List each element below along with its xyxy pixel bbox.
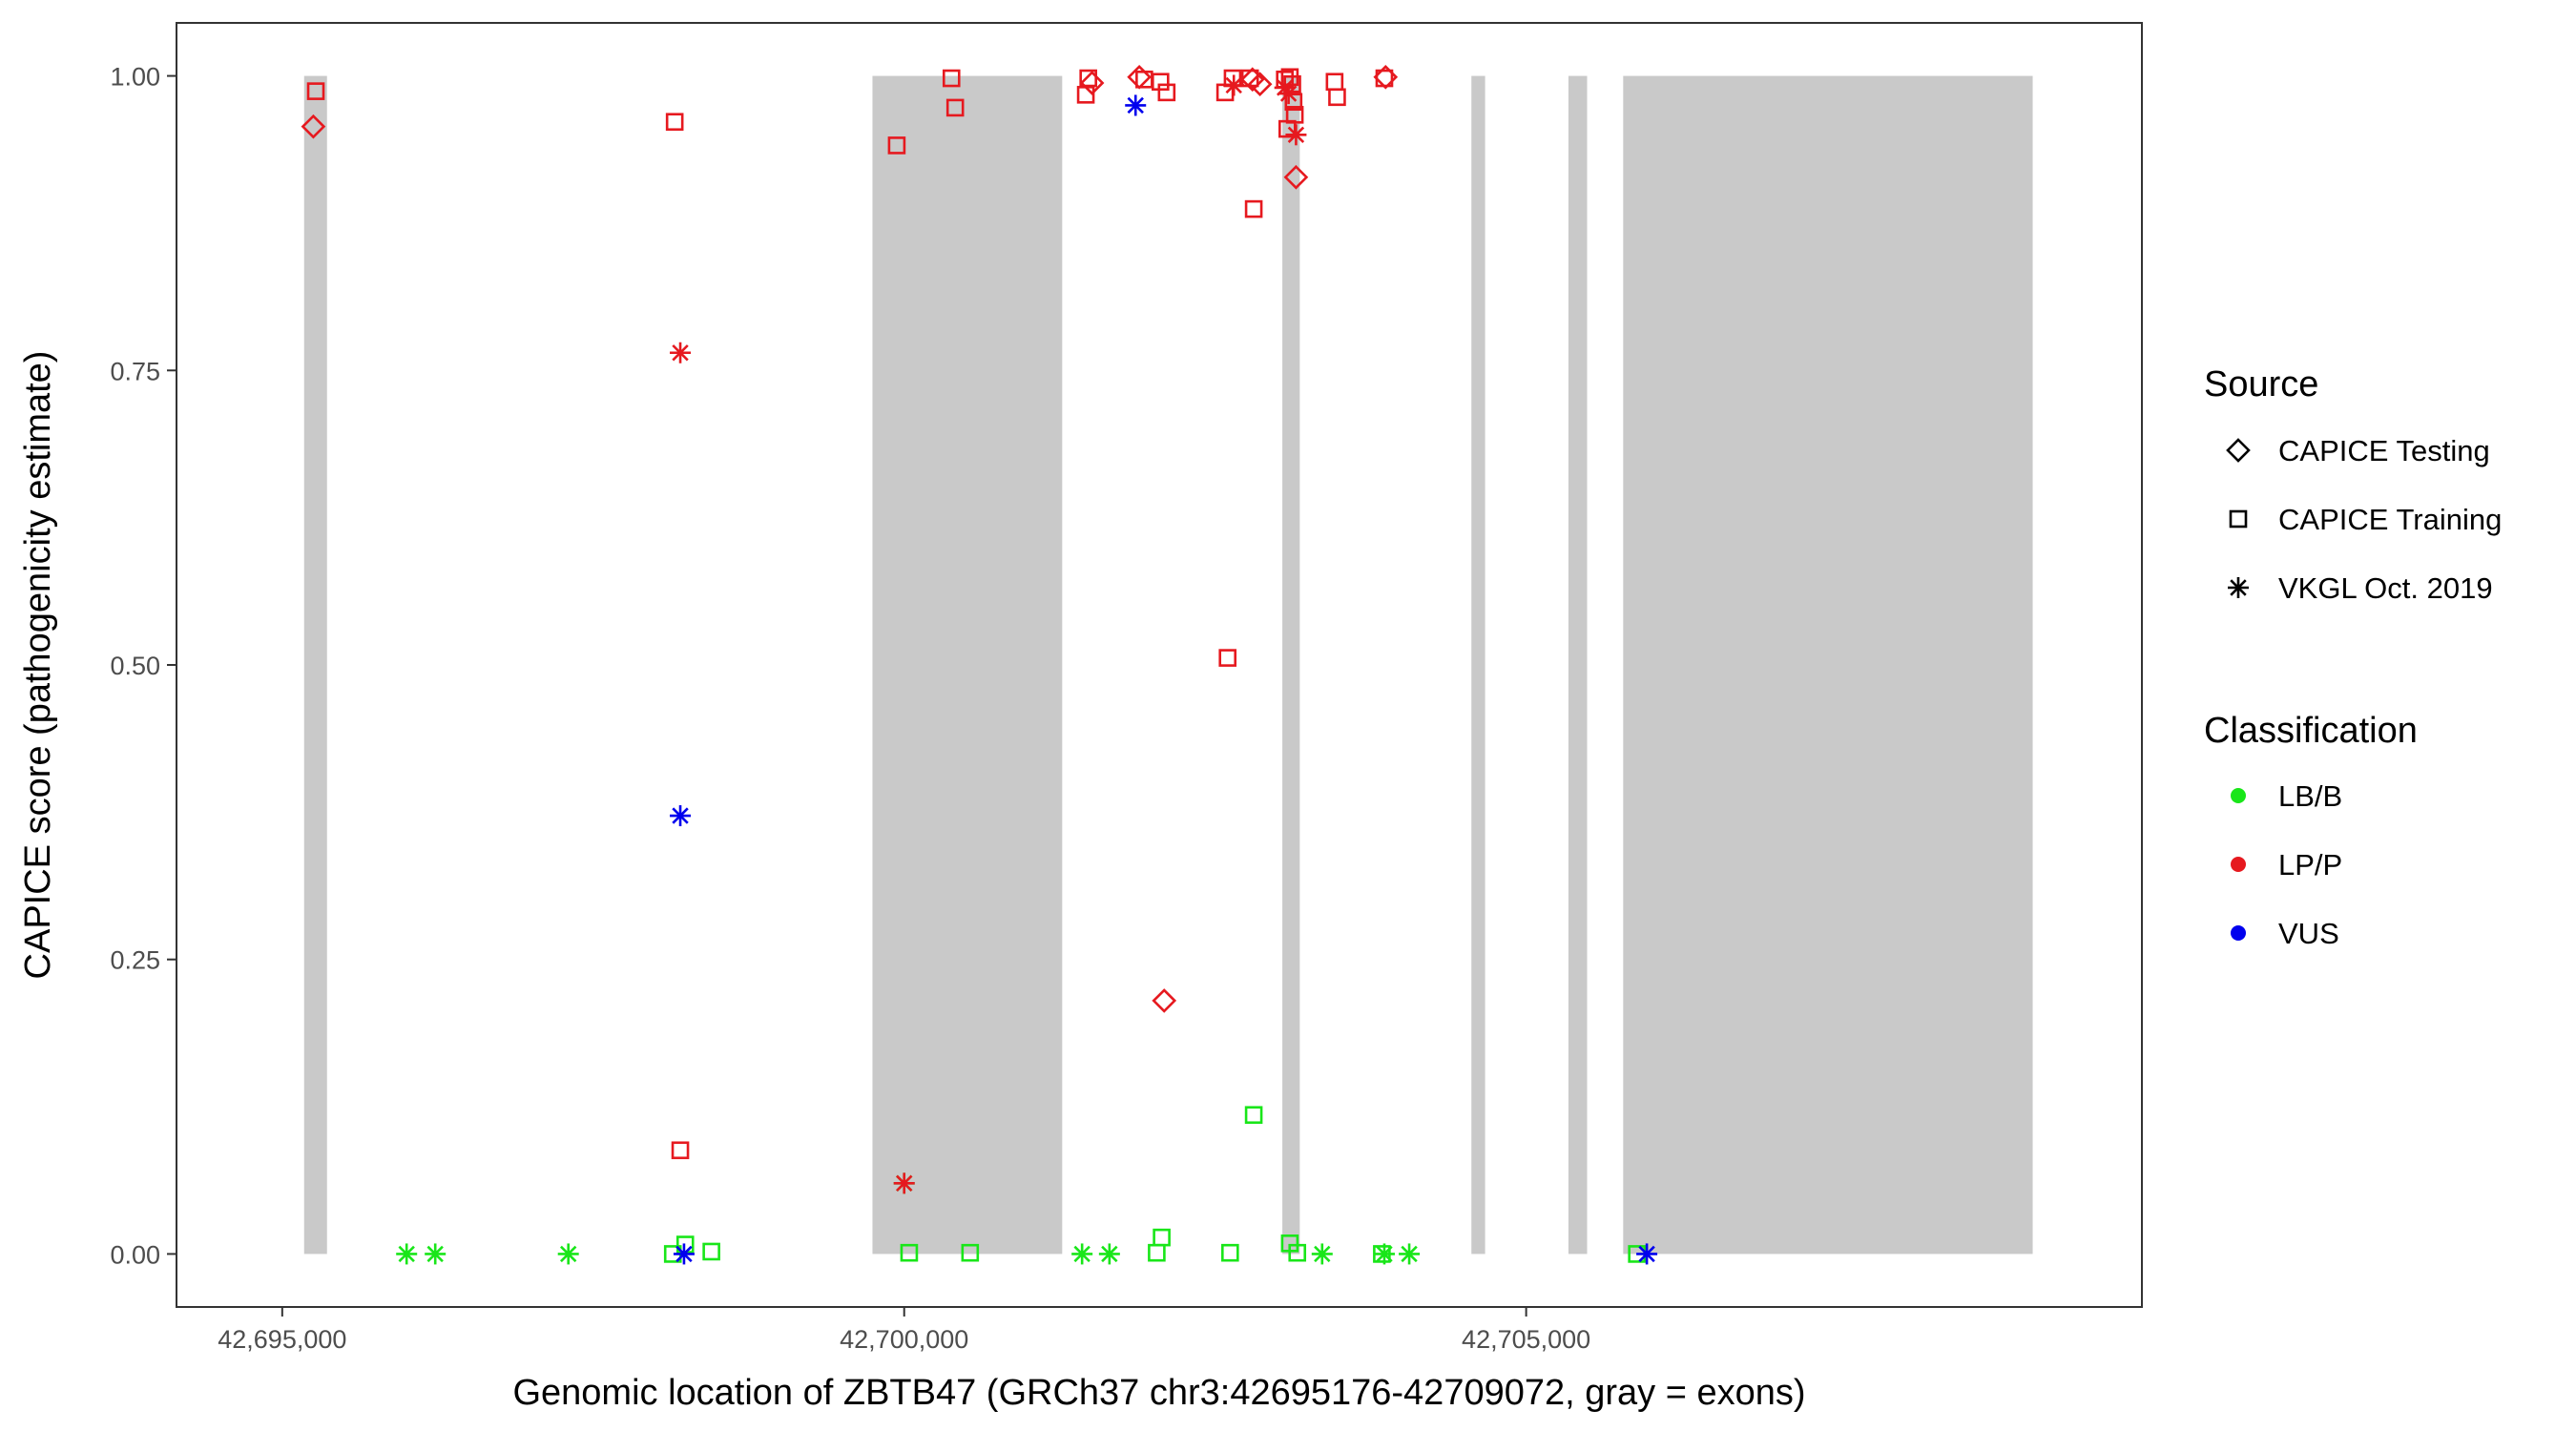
data-point-52 — [1285, 124, 1307, 146]
data-point-50 — [1284, 93, 1303, 112]
data-point-58 — [1328, 88, 1346, 107]
x-tick-label-1: 42,695,000 — [218, 1325, 346, 1354]
exon-band-4 — [1471, 75, 1485, 1255]
legend-label: VUS — [2278, 917, 2339, 950]
data-point-22 — [1079, 71, 1105, 95]
data-point-42 — [1244, 1106, 1263, 1125]
data-point-1 — [306, 82, 325, 100]
data-point-38 — [1239, 67, 1265, 93]
legend-key-square — [2229, 509, 2248, 529]
y-axis: 0.00 0.25 0.50 0.75 1.00 — [110, 63, 177, 1269]
x-axis: 42,695,000 42,700,000 42,705,000 — [218, 1307, 1590, 1354]
data-point-19 — [945, 98, 965, 117]
data-point-39 — [1247, 72, 1273, 97]
legend-label: LB/B — [2278, 779, 2342, 813]
data-point-17 — [900, 1243, 919, 1262]
data-point-56 — [1311, 1243, 1333, 1265]
data-point-40 — [1244, 199, 1263, 218]
legend-key-dot — [2231, 857, 2246, 872]
x-tick-label-3: 42,705,000 — [1462, 1325, 1590, 1354]
y-tick-label-4: 0.75 — [110, 357, 160, 385]
y-tick-label-1: 0.00 — [110, 1240, 160, 1269]
data-point-31 — [1152, 988, 1177, 1013]
data-point-60 — [1373, 64, 1399, 90]
data-point-6 — [665, 113, 684, 132]
data-point-13 — [702, 1242, 720, 1261]
exon-band-3 — [1282, 75, 1300, 1255]
exons-layer — [303, 75, 2033, 1255]
data-point-8 — [670, 805, 692, 827]
data-point-18 — [942, 69, 961, 88]
y-tick-label-5: 1.00 — [110, 63, 160, 92]
y-tick-label-3: 0.50 — [110, 652, 160, 680]
data-point-25 — [1098, 1243, 1120, 1265]
data-point-41 — [1218, 649, 1237, 667]
data-point-2 — [301, 114, 326, 139]
exon-band-2 — [872, 75, 1063, 1255]
legend-label: LP/P — [2278, 848, 2342, 881]
y-axis-title: CAPICE score (pathogenicity estimate) — [18, 351, 58, 980]
data-point-4 — [425, 1243, 447, 1265]
data-point-20 — [961, 1243, 980, 1262]
legend-label: VKGL Oct. 2019 — [2278, 571, 2493, 605]
data-point-29 — [1152, 73, 1170, 92]
legend-key-asterisk — [2228, 577, 2249, 598]
exon-band-5 — [1568, 75, 1588, 1255]
data-point-43 — [1221, 1243, 1239, 1262]
data-point-55 — [1288, 1243, 1307, 1262]
legend-classification: Classification LB/B LP/P VUS — [2204, 711, 2418, 950]
data-point-24 — [1071, 1243, 1093, 1265]
data-point-36 — [1223, 74, 1245, 96]
exon-band-1 — [303, 75, 327, 1255]
data-point-9 — [671, 1141, 690, 1160]
data-point-65 — [1636, 1243, 1658, 1265]
data-point-48 — [1283, 74, 1301, 93]
data-point-53 — [1283, 164, 1309, 190]
legend-key-dot — [2231, 925, 2246, 941]
legend-label: CAPICE Testing — [2278, 434, 2490, 467]
data-point-14 — [887, 136, 906, 155]
data-point-30 — [1157, 83, 1176, 102]
data-point-51 — [1285, 106, 1304, 124]
points-layer — [301, 64, 1658, 1265]
legend-key-dot — [2231, 788, 2246, 803]
legend-key-diamond — [2226, 438, 2251, 463]
data-point-12 — [673, 1243, 695, 1265]
legend-title: Classification — [2204, 711, 2418, 751]
legend-title: Source — [2204, 364, 2318, 404]
data-point-7 — [670, 342, 692, 363]
data-point-28 — [1125, 94, 1147, 116]
legend-source: Source CAPICE Testing CAPICE Training VKGL … — [2204, 364, 2502, 605]
exon-band-6 — [1623, 75, 2033, 1255]
data-point-23 — [1076, 86, 1095, 104]
data-point-3 — [396, 1243, 418, 1265]
data-point-33 — [1153, 1228, 1171, 1247]
legend: Source CAPICE Testing CAPICE Training VKGL … — [2204, 364, 2502, 950]
data-point-5 — [557, 1243, 579, 1265]
x-axis-title: Genomic location of ZBTB47 (GRCh37 chr3:… — [512, 1373, 1805, 1413]
x-tick-label-2: 42,700,000 — [840, 1325, 968, 1354]
data-point-62 — [1373, 1243, 1395, 1265]
data-point-63 — [1399, 1243, 1421, 1265]
legend-label: CAPICE Training — [2278, 503, 2502, 536]
y-tick-label-2: 0.25 — [110, 946, 160, 975]
data-point-16 — [893, 1172, 915, 1194]
